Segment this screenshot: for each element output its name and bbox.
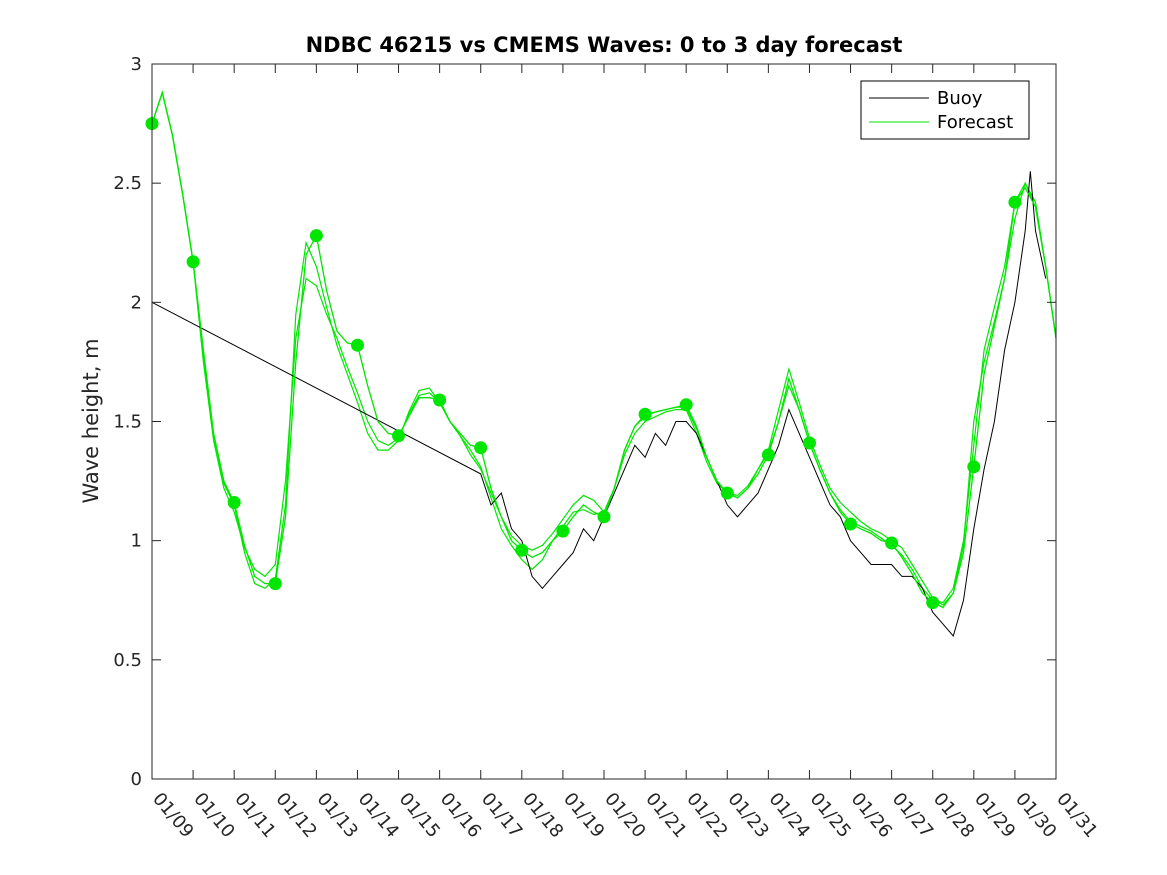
y-tick-label: 1.5 (113, 412, 142, 433)
forecast-marker-13 (679, 398, 693, 412)
y-tick-label: 2 (131, 292, 142, 313)
forecast-marker-5 (351, 338, 364, 352)
legend-label-forecast: Forecast (937, 112, 1013, 133)
forecast-marker-17 (844, 517, 857, 531)
forecast-ensemble-line-0 (151, 90, 1057, 604)
forecast-marker-3 (268, 577, 282, 591)
series-line-buoy (151, 171, 1047, 638)
x-tick-label: 01/13 (313, 789, 362, 842)
chart-title: NDBC 46215 vs CMEMS Waves: 0 to 3 day fo… (306, 33, 903, 57)
x-tick-label: 01/17 (477, 789, 526, 842)
axis-ticks: 00.511.522.5301/0901/1001/1101/1201/1301… (113, 54, 1101, 842)
forecast-marker-9 (515, 543, 529, 557)
x-tick-label: 01/19 (559, 789, 608, 842)
x-tick-label: 01/15 (395, 789, 444, 842)
y-tick-label: 0 (131, 769, 142, 790)
forecast-marker-20 (967, 460, 981, 474)
x-tick-label: 01/20 (600, 789, 649, 842)
forecast-marker-4 (309, 229, 323, 243)
forecast-marker-1 (186, 255, 200, 269)
forecast-marker-2 (227, 496, 241, 509)
x-tick-label: 01/21 (641, 789, 690, 842)
x-tick-label: 01/10 (189, 789, 238, 842)
x-tick-label: 01/30 (1011, 789, 1060, 842)
y-tick-label: 2.5 (113, 173, 142, 194)
forecast-marker-11 (597, 510, 611, 524)
x-tick-label: 01/27 (888, 789, 937, 842)
plot-area (145, 90, 1057, 638)
x-tick-label: 01/14 (354, 789, 403, 842)
x-tick-label: 01/18 (518, 789, 567, 842)
forecast-marker-7 (433, 393, 447, 407)
forecast-marker-21 (1008, 195, 1022, 209)
forecast-marker-14 (720, 486, 734, 500)
forecast-marker-12 (638, 407, 652, 421)
x-tick-label: 01/09 (148, 789, 197, 842)
legend-label-buoy: Buoy (937, 88, 983, 109)
forecast-marker-8 (474, 441, 488, 455)
plot-frame (151, 63, 1057, 780)
legend: Buoy Forecast (860, 80, 1030, 140)
x-tick-label: 01/26 (847, 789, 896, 842)
y-axis-label: Wave height, m (79, 338, 103, 503)
x-tick-label: 01/16 (436, 789, 485, 842)
y-tick-label: 0.5 (113, 650, 142, 671)
x-tick-label: 01/23 (723, 789, 772, 842)
forecast-marker-6 (392, 429, 405, 443)
x-tick-label: 01/28 (929, 789, 978, 842)
x-tick-label: 01/24 (765, 789, 814, 842)
x-tick-label: 01/11 (230, 789, 279, 842)
forecast-marker-18 (885, 536, 899, 550)
x-tick-label: 01/29 (970, 789, 1019, 842)
y-tick-label: 1 (131, 531, 142, 552)
legend-box (860, 80, 1030, 140)
x-tick-label: 01/31 (1052, 789, 1101, 842)
forecast-ensemble-line-1 (151, 90, 1057, 606)
x-tick-label: 01/12 (271, 789, 320, 842)
x-tick-label: 01/25 (806, 789, 855, 842)
y-tick-label: 3 (131, 54, 142, 75)
forecast-marker-19 (926, 596, 940, 610)
forecast-marker-10 (556, 524, 570, 538)
x-tick-label: 01/22 (682, 789, 731, 842)
forecast-marker-15 (761, 448, 775, 462)
series-line-forecast (151, 90, 1057, 609)
forecast-marker-16 (803, 436, 816, 450)
